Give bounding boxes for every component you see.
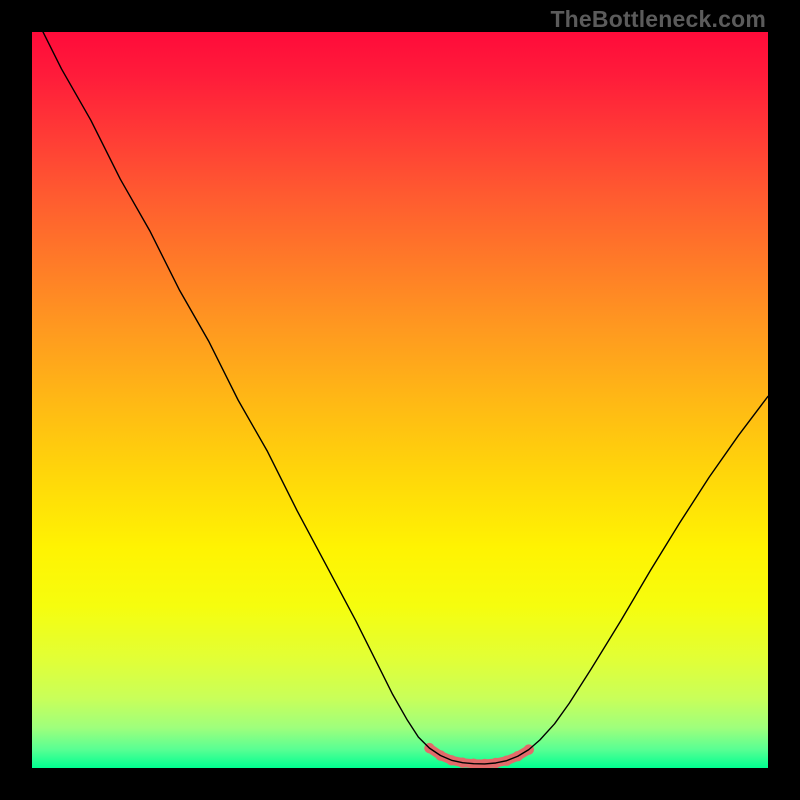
curve-overlay <box>32 32 768 768</box>
watermark-text: TheBottleneck.com <box>550 6 766 33</box>
plot-area <box>32 32 768 768</box>
chart-frame: TheBottleneck.com <box>0 0 800 800</box>
bottleneck-curve <box>32 32 768 764</box>
